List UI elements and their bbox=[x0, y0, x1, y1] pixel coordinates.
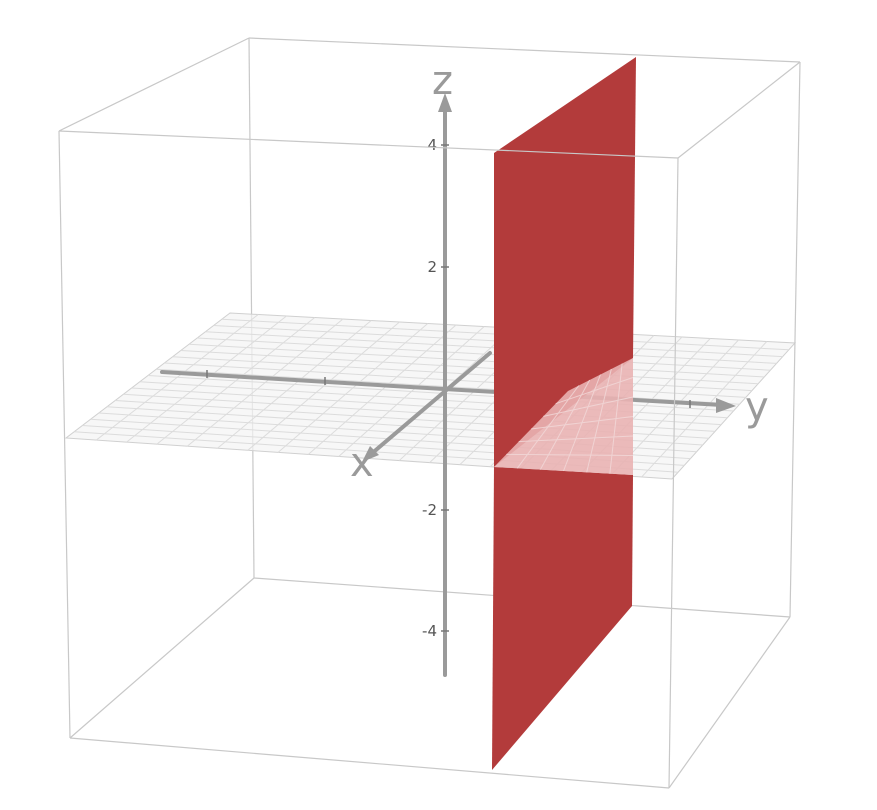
z-axis-arrow-icon bbox=[438, 93, 452, 112]
x-axis-label: x bbox=[350, 440, 374, 486]
plane-lower-front bbox=[492, 467, 633, 770]
z-axis-label: z bbox=[432, 58, 453, 104]
z-tick-label: 2 bbox=[427, 258, 437, 276]
bounding-box-front bbox=[58, 61, 801, 789]
box-edge bbox=[677, 61, 801, 159]
box-edge bbox=[69, 577, 255, 739]
box-edge bbox=[58, 37, 250, 132]
plane-below-grid bbox=[494, 358, 633, 475]
y-axis-negative bbox=[160, 370, 446, 391]
xy-grid-plane bbox=[64, 312, 797, 480]
box-edge bbox=[248, 37, 255, 579]
box-edge bbox=[668, 616, 791, 789]
box-edge bbox=[248, 37, 801, 63]
box-edge bbox=[69, 737, 670, 789]
y-axis-label: y bbox=[745, 384, 769, 430]
box-edge bbox=[58, 130, 679, 159]
y-axis-arrow-icon bbox=[716, 398, 736, 413]
z-tick-label: -4 bbox=[422, 622, 437, 640]
box-edge bbox=[58, 130, 71, 739]
z-tick-label: -2 bbox=[422, 501, 437, 519]
x-axis-line bbox=[368, 351, 492, 457]
box-edge bbox=[789, 61, 801, 618]
z-tick-label: 4 bbox=[427, 136, 437, 154]
grid-line bbox=[641, 341, 768, 478]
plane-surface[interactable] bbox=[492, 57, 636, 770]
plane-upper bbox=[494, 57, 636, 467]
box-edge bbox=[668, 157, 679, 789]
plane-grid-line bbox=[506, 453, 634, 456]
x-axis-arrow-icon bbox=[362, 446, 379, 462]
